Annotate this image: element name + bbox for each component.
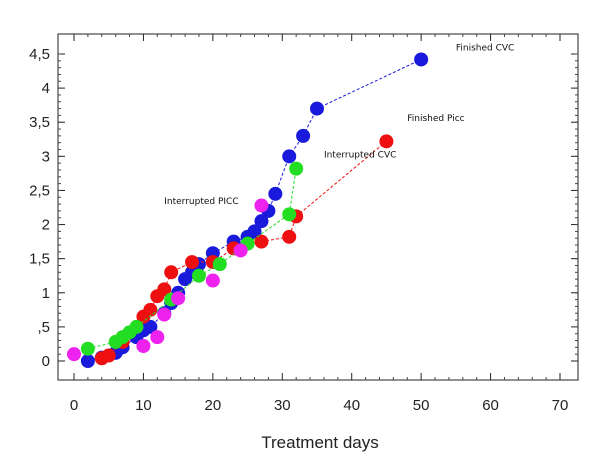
data-point (136, 338, 151, 353)
data-point (282, 149, 297, 164)
data-point (205, 273, 220, 288)
x-tick-label: 70 (552, 397, 569, 414)
y-tick-label: 2 (42, 217, 50, 234)
y-tick-label: 4 (42, 80, 50, 97)
y-tick-label: 3 (42, 148, 50, 165)
series-2 (80, 161, 304, 356)
data-point (80, 341, 95, 356)
y-tick-label: 0 (42, 353, 50, 370)
data-point (157, 282, 172, 297)
data-point (247, 224, 262, 239)
data-point (101, 348, 116, 363)
x-axis-title: Treatment days (261, 433, 378, 452)
data-point (233, 243, 248, 258)
data-point (289, 161, 304, 176)
plot-frame (57, 33, 579, 381)
data-point (80, 354, 95, 368)
series-3 (67, 198, 269, 362)
y-tick-label: ,5 (37, 319, 50, 336)
data-point (143, 302, 158, 317)
annotation-label: Finished CVC (456, 44, 514, 54)
y-tick-label: 2,5 (29, 182, 50, 199)
chart-axes: 0 ,5 1 1,5 2 2,5 3 3,5 4 4,5 0 10 20 30 40 50 60 70 (29, 33, 579, 414)
data-point (67, 347, 81, 362)
data-point (254, 234, 269, 249)
data-point (254, 214, 269, 229)
data-point (296, 128, 311, 143)
data-point (282, 229, 297, 244)
x-tick-label: 30 (274, 397, 291, 414)
x-tick-label: 40 (343, 397, 360, 414)
annotation-label: Interrupted CVC (324, 151, 396, 161)
x-tick-label: 10 (135, 397, 152, 414)
series-line (87, 168, 297, 350)
data-point (143, 319, 158, 334)
data-point (379, 134, 394, 149)
annotation-label: Finished Picc (407, 114, 464, 124)
series-layer (67, 52, 429, 368)
y-tick-label: 3,5 (29, 114, 50, 131)
data-point (310, 101, 324, 116)
data-point (129, 319, 144, 334)
x-tick-label: 60 (482, 397, 499, 414)
data-point (171, 291, 186, 306)
data-point (164, 265, 179, 280)
y-tick-label: 4,5 (29, 46, 50, 63)
data-point (414, 52, 429, 67)
data-point (150, 330, 165, 345)
data-point (282, 207, 297, 222)
data-point (212, 257, 227, 272)
y-tick-label: 1 (42, 285, 50, 302)
data-point (191, 268, 206, 283)
annotation-layer: Finished CVC Finished Picc Interrupted CVC… (164, 44, 514, 207)
annotation-label: Interrupted PICC (164, 197, 238, 207)
y-tick-label: 1,5 (29, 251, 50, 268)
x-tick-label: 0 (70, 397, 78, 414)
data-point (157, 307, 172, 322)
x-tick-label: 20 (205, 397, 222, 414)
data-point (185, 255, 200, 270)
data-point (254, 198, 269, 213)
data-point (268, 186, 283, 201)
x-tick-label: 50 (413, 397, 430, 414)
